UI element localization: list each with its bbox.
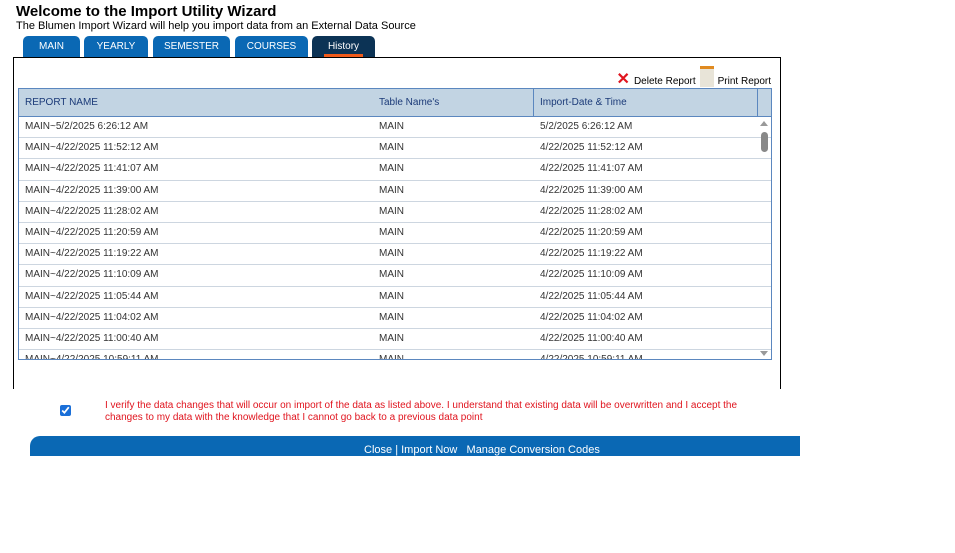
table-name-cell: MAIN — [379, 290, 404, 302]
print-report-link[interactable]: Print Report — [717, 76, 771, 87]
verify-text: I verify the data changes that will occu… — [105, 400, 738, 423]
table-row[interactable]: MAIN~4/22/2025 11:28:02 AM MAIN 4/22/2025 … — [19, 202, 771, 223]
page-title: Welcome to the Import Utility Wizard — [16, 3, 277, 20]
tab-main[interactable]: MAIN — [23, 36, 80, 57]
report-name-cell: MAIN~4/22/2025 11:39:00 AM — [25, 184, 159, 196]
scroll-thumb[interactable] — [761, 132, 768, 152]
import-date-cell: 4/22/2025 11:52:12 AM — [540, 142, 643, 154]
tab-label: COURSES — [246, 41, 297, 52]
table-row[interactable]: MAIN~4/22/2025 11:20:59 AM MAIN 4/22/2025 … — [19, 223, 771, 245]
table-name-cell: MAIN — [373, 350, 534, 359]
table-name-cell: MAIN — [379, 184, 404, 196]
tab-history[interactable]: History — [312, 36, 375, 57]
column-header-table-name[interactable]: Table Name's — [373, 89, 534, 116]
close-link[interactable]: Close — [364, 444, 393, 456]
column-header-report-name[interactable]: REPORT NAME — [25, 97, 98, 108]
report-name-cell: MAIN~4/22/2025 11:28:02 AM — [25, 205, 159, 217]
table-name-cell: MAIN — [379, 311, 404, 323]
tab-label: SEMESTER — [163, 41, 219, 52]
grid-rows: MAIN~5/2/2025 6:26:12 AM MAIN 5/2/2025 6:2… — [19, 117, 771, 359]
import-date-cell: 4/22/2025 11:04:02 AM — [540, 311, 643, 323]
table-row[interactable]: MAIN~4/22/2025 11:41:07 AM MAIN 4/22/2025 … — [19, 159, 771, 181]
manage-conversion-codes-link[interactable]: Manage Conversion Codes — [466, 444, 600, 456]
table-row[interactable]: MAIN~4/22/2025 11:19:22 AM MAIN 4/22/2025 … — [19, 244, 771, 266]
verify-confirmation: I verify the data changes that will occu… — [60, 400, 740, 424]
table-name-cell: MAIN — [379, 226, 404, 238]
table-row[interactable]: MAIN~4/22/2025 11:05:44 AM MAIN 4/22/2025 … — [19, 287, 771, 308]
report-name-cell: MAIN~4/22/2025 10:59:11 AM — [19, 350, 373, 359]
table-name-cell: MAIN — [379, 121, 404, 132]
tab-yearly[interactable]: YEARLY — [84, 36, 148, 57]
import-date-cell: 4/22/2025 11:39:00 AM — [540, 184, 643, 196]
tab-label: MAIN — [39, 41, 64, 52]
table-row[interactable]: MAIN~4/22/2025 11:00:40 AM MAIN 4/22/2025 … — [19, 329, 771, 351]
report-name-cell: MAIN~4/22/2025 11:05:44 AM — [25, 290, 159, 302]
import-date-cell: 4/22/2025 11:20:59 AM — [540, 226, 643, 238]
table-name-cell: MAIN — [379, 332, 404, 344]
scrollbar[interactable] — [758, 117, 771, 359]
tab-label: History — [323, 41, 364, 57]
import-date-cell: 4/22/2025 11:41:07 AM — [540, 163, 643, 175]
tab-semester[interactable]: SEMESTER — [153, 36, 230, 57]
report-name-cell: MAIN~4/22/2025 11:19:22 AM — [25, 248, 159, 260]
footer-bar: Close | Import Now Manage Conversion Cod… — [30, 436, 800, 456]
tab-label: YEARLY — [96, 41, 136, 52]
print-icon[interactable] — [699, 66, 714, 87]
separator: | — [395, 444, 399, 456]
table-name-cell: MAIN — [379, 163, 404, 175]
import-now-link[interactable]: Import Now — [401, 444, 458, 456]
verify-checkbox[interactable] — [60, 405, 71, 416]
table-row[interactable]: MAIN~4/22/2025 10:59:11 AMMAIN4/22/2025 … — [19, 350, 771, 359]
import-date-cell: 4/22/2025 11:19:22 AM — [540, 248, 643, 260]
import-date-cell: 4/22/2025 11:28:02 AM — [540, 205, 643, 217]
report-name-cell: MAIN~4/22/2025 11:04:02 AM — [25, 311, 159, 323]
table-row[interactable]: MAIN~4/22/2025 11:10:09 AM MAIN 4/22/2025 … — [19, 265, 771, 287]
table-name-cell: MAIN — [379, 205, 404, 217]
report-name-cell: MAIN~4/22/2025 11:00:40 AM — [25, 332, 159, 344]
report-name-cell: MAIN~4/22/2025 11:41:07 AM — [25, 163, 159, 175]
column-header-import-date[interactable]: Import-Date & Time — [534, 89, 758, 116]
scroll-up-icon[interactable] — [760, 121, 768, 126]
report-name-cell: MAIN~4/22/2025 11:52:12 AM — [25, 142, 159, 154]
table-name-cell: MAIN — [379, 248, 404, 260]
table-row[interactable]: MAIN~4/22/2025 11:39:00 AM MAIN 4/22/2025 … — [19, 181, 771, 202]
import-date-cell: 5/2/2025 6:26:12 AM — [540, 121, 633, 132]
table-row[interactable]: MAIN~4/22/2025 11:52:12 AM MAIN 4/22/2025 … — [19, 138, 771, 160]
import-date-cell: 4/22/2025 11:00:40 AM — [540, 332, 643, 344]
report-name-cell: MAIN~4/22/2025 11:20:59 AM — [25, 226, 159, 238]
table-row[interactable]: MAIN~4/22/2025 11:04:02 AM MAIN 4/22/2025 … — [19, 308, 771, 329]
table-row[interactable]: MAIN~5/2/2025 6:26:12 AM MAIN 5/2/2025 6:2… — [19, 117, 771, 139]
table-name-cell: MAIN — [379, 269, 404, 281]
report-name-cell: MAIN~5/2/2025 6:26:12 AM — [25, 121, 149, 132]
scroll-down-icon[interactable] — [760, 351, 768, 356]
report-actions: ✕ Delete Report Print Report — [616, 66, 771, 88]
history-grid: REPORT NAME Table Name's Import-Date & T… — [18, 88, 772, 360]
delete-icon[interactable]: ✕ — [616, 71, 630, 88]
import-date-cell: 4/22/2025 10:59:11 AM — [534, 350, 758, 359]
import-date-cell: 4/22/2025 11:05:44 AM — [540, 290, 643, 302]
page-subtitle: The Blumen Import Wizard will help you i… — [16, 20, 416, 32]
table-name-cell: MAIN — [379, 142, 404, 154]
report-name-cell: MAIN~4/22/2025 11:10:09 AM — [25, 269, 159, 281]
delete-report-link[interactable]: Delete Report — [633, 76, 696, 87]
import-date-cell: 4/22/2025 11:10:09 AM — [540, 269, 643, 281]
history-panel: ✕ Delete Report Print Report REPORT NAME… — [13, 57, 781, 389]
tab-courses[interactable]: COURSES — [235, 36, 308, 57]
grid-header: REPORT NAME Table Name's Import-Date & T… — [19, 89, 771, 117]
